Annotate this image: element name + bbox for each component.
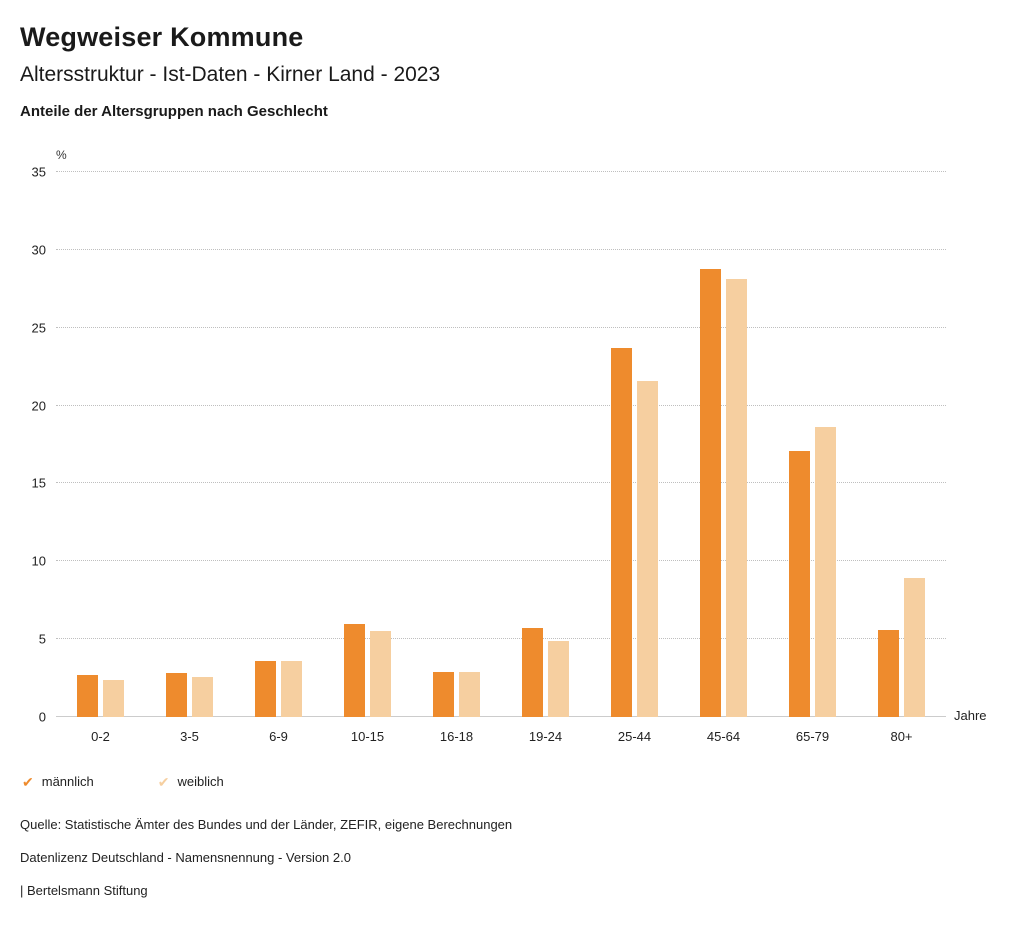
bar-group-10-15 bbox=[323, 172, 412, 717]
check-icon: ✔ bbox=[157, 773, 170, 790]
legend-label: männlich bbox=[41, 774, 94, 789]
bar-männlich-6-9 bbox=[255, 660, 276, 717]
y-axis: 0 5 10 15 20 25 30 35 bbox=[20, 165, 56, 725]
y-tick-label-15: 15 bbox=[31, 475, 46, 491]
bar-weiblich-19-24 bbox=[548, 640, 569, 717]
y-tick-label-35: 35 bbox=[31, 164, 46, 180]
chart-legend: ✔ männlich ✔ weiblich bbox=[22, 774, 1004, 789]
bar-weiblich-16-18 bbox=[459, 671, 480, 717]
bar-group-16-18 bbox=[412, 172, 501, 717]
gridline-10 bbox=[56, 560, 946, 562]
gridline-20 bbox=[56, 404, 946, 406]
x-tick-label-45-64: 45-64 bbox=[706, 729, 741, 744]
plot-row: 0 5 10 15 20 25 30 35 Jahre bbox=[20, 165, 1004, 725]
x-tick-label-3-5: 3-5 bbox=[180, 729, 199, 744]
bar-weiblich-65-79 bbox=[815, 427, 836, 717]
y-axis-unit-label: % bbox=[56, 148, 67, 162]
x-axis-labels: 0-2 3-5 6-9 10-15 16-18 19-24 25-44 45-64 65-79 8… bbox=[56, 729, 946, 744]
footer-license: Datenlizenz Deutschland - Namensnennung … bbox=[20, 850, 351, 865]
x-axis-unit-label: Jahre bbox=[954, 708, 987, 723]
x-tick-label-0-2: 0-2 bbox=[91, 729, 110, 744]
bar-männlich-0-2 bbox=[77, 674, 98, 717]
bar-männlich-16-18 bbox=[433, 671, 454, 717]
x-tick-label-10-15: 10-15 bbox=[350, 729, 385, 744]
x-tick-label-65-79: 65-79 bbox=[795, 729, 830, 744]
plot-area bbox=[56, 171, 946, 717]
bar-männlich-10-15 bbox=[344, 623, 365, 717]
x-tick-label-19-24: 19-24 bbox=[528, 729, 563, 744]
y-tick-label-0: 0 bbox=[38, 709, 46, 725]
y-tick-label-10: 10 bbox=[31, 553, 46, 569]
bar-group-45-64 bbox=[679, 172, 768, 717]
x-tick-label-6-9: 6-9 bbox=[269, 729, 288, 744]
bar-weiblich-45-64 bbox=[726, 279, 747, 717]
x-tick-label-16-18: 16-18 bbox=[439, 729, 474, 744]
legend-item-weiblich: ✔ weiblich bbox=[158, 774, 224, 789]
x-tick-label-25-44: 25-44 bbox=[617, 729, 652, 744]
gridline-15 bbox=[56, 482, 946, 484]
gridline-5 bbox=[56, 638, 946, 640]
bar-männlich-19-24 bbox=[522, 628, 543, 717]
bar-group-0-2 bbox=[56, 172, 145, 717]
bar-group-3-5 bbox=[145, 172, 234, 717]
bar-männlich-45-64 bbox=[700, 268, 721, 717]
footer-attribution: | Bertelsmann Stiftung bbox=[20, 883, 148, 898]
bar-weiblich-80+ bbox=[904, 578, 925, 717]
gridline-35 bbox=[56, 171, 946, 172]
bar-weiblich-10-15 bbox=[370, 631, 391, 717]
bar-group-6-9 bbox=[234, 172, 323, 717]
bar-weiblich-0-2 bbox=[103, 679, 124, 717]
bar-group-80+ bbox=[857, 172, 946, 717]
chart-description: Anteile der Altersgruppen nach Geschlech… bbox=[20, 103, 328, 120]
bar-chart: % 0 5 10 15 20 25 30 35 Jahre 0-2 3-5 6-9 10-15 16-… bbox=[20, 148, 1004, 744]
y-tick-label-25: 25 bbox=[31, 320, 46, 336]
bar-weiblich-3-5 bbox=[192, 676, 213, 717]
bar-männlich-25-44 bbox=[611, 347, 632, 717]
y-tick-label-30: 30 bbox=[31, 242, 46, 258]
bar-weiblich-25-44 bbox=[637, 380, 658, 717]
bar-group-19-24 bbox=[501, 172, 590, 717]
chart-subtitle: Altersstruktur - Ist-Daten - Kirner Land… bbox=[20, 63, 441, 86]
legend-label: weiblich bbox=[177, 774, 224, 789]
gridline-25 bbox=[56, 326, 946, 328]
y-tick-label-20: 20 bbox=[31, 398, 46, 414]
bar-weiblich-6-9 bbox=[281, 660, 302, 717]
gridline-30 bbox=[56, 248, 946, 250]
footer: Quelle: Statistische Ämter des Bundes un… bbox=[20, 817, 1004, 898]
bar-group-25-44 bbox=[590, 172, 679, 717]
gridline-0 bbox=[56, 716, 946, 717]
bar-männlich-80+ bbox=[878, 629, 899, 717]
bar-männlich-3-5 bbox=[166, 673, 187, 717]
page-title: Wegweiser Kommune bbox=[20, 22, 304, 52]
legend-item-männlich: ✔ männlich bbox=[22, 774, 94, 789]
bar-männlich-65-79 bbox=[789, 450, 810, 717]
bar-groups bbox=[56, 172, 946, 717]
y-tick-label-5: 5 bbox=[38, 631, 46, 647]
bar-group-65-79 bbox=[768, 172, 857, 717]
x-tick-label-80+: 80+ bbox=[890, 729, 913, 744]
check-icon: ✔ bbox=[22, 773, 34, 790]
footer-source: Quelle: Statistische Ämter des Bundes un… bbox=[20, 817, 513, 832]
